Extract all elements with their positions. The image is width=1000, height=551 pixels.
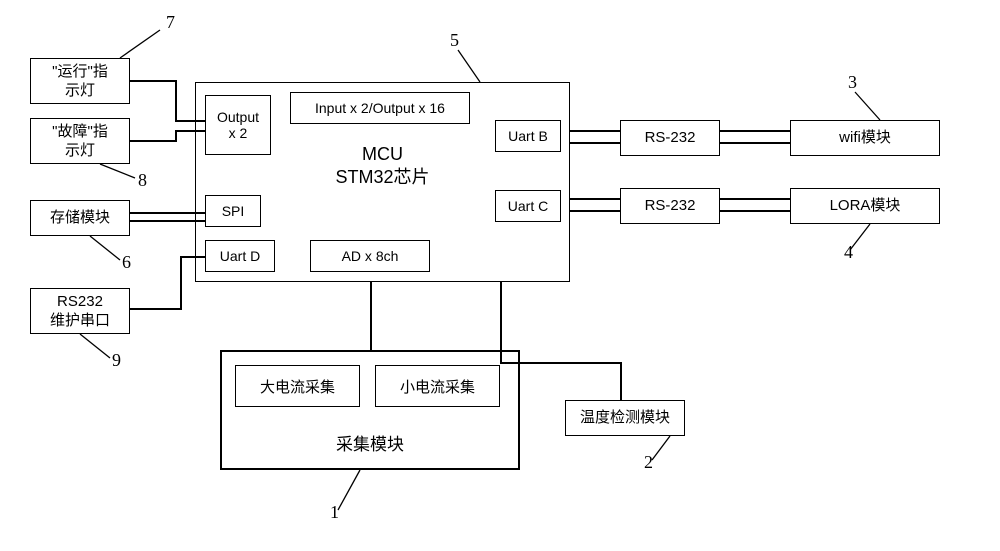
output-x2-text: Output x 2: [217, 109, 259, 141]
conn-line: [720, 130, 790, 132]
input-output-box: Input x 2/Output x 16: [290, 92, 470, 124]
label-6: 6: [122, 252, 131, 273]
conn-line: [500, 282, 502, 362]
conn-line: [570, 130, 620, 132]
storage-box: 存储模块: [30, 200, 130, 236]
rs232-b-text: RS-232: [645, 196, 696, 216]
conn-line: [180, 256, 182, 310]
conn-line: [500, 362, 620, 364]
spi-text: SPI: [222, 203, 245, 219]
conn-line: [130, 220, 205, 222]
conn-line: [570, 198, 620, 200]
conn-line: [570, 142, 620, 144]
ad-box: AD x 8ch: [310, 240, 430, 272]
mcu-title1: MCU: [362, 144, 403, 164]
conn-line: [130, 80, 175, 82]
conn-line: [130, 140, 175, 142]
rs232-port-box: RS232 维护串口: [30, 288, 130, 334]
conn-line: [175, 120, 205, 122]
rs232-a-box: RS-232: [620, 120, 720, 156]
input-output-text: Input x 2/Output x 16: [315, 100, 445, 116]
temp-box: 温度检测模块: [565, 400, 685, 436]
label-5: 5: [450, 30, 459, 51]
label-8: 8: [138, 170, 147, 191]
leader-line: [120, 58, 121, 59]
output-x2-box: Output x 2: [205, 95, 271, 155]
conn-line: [130, 308, 180, 310]
uart-b-text: Uart B: [508, 128, 548, 144]
rs232-a-text: RS-232: [645, 128, 696, 148]
uart-b-box: Uart B: [495, 120, 561, 152]
label-9: 9: [112, 350, 121, 371]
conn-line: [720, 142, 790, 144]
conn-line: [620, 362, 622, 400]
label-7: 7: [166, 12, 175, 33]
big-current-text: 大电流采集: [260, 376, 335, 397]
ad-text: AD x 8ch: [342, 248, 399, 264]
small-current-text: 小电流采集: [400, 376, 475, 397]
conn-line: [175, 130, 205, 132]
storage-text: 存储模块: [50, 208, 110, 228]
conn-line: [720, 210, 790, 212]
mcu-title: MCU STM32芯片: [236, 143, 529, 190]
conn-line: [175, 130, 177, 142]
uart-d-text: Uart D: [220, 248, 260, 264]
label-2: 2: [644, 452, 653, 473]
fault-led-text: "故障"指 示灯: [52, 122, 108, 161]
label-1: 1: [330, 502, 339, 523]
uart-c-box: Uart C: [495, 190, 561, 222]
uart-c-text: Uart C: [508, 198, 548, 214]
rs232-port-text: RS232 维护串口: [50, 292, 110, 331]
small-current-box: 小电流采集: [375, 365, 500, 407]
conn-line: [180, 256, 205, 258]
label-3: 3: [848, 72, 857, 93]
run-led-text: "运行"指 示灯: [52, 62, 108, 101]
temp-text: 温度检测模块: [580, 408, 670, 428]
conn-line: [175, 80, 177, 120]
wifi-box: wifi模块: [790, 120, 940, 156]
big-current-box: 大电流采集: [235, 365, 360, 407]
uart-d-box: Uart D: [205, 240, 275, 272]
mcu-title2: STM32芯片: [335, 167, 429, 187]
lora-text: LORA模块: [830, 196, 901, 216]
conn-line: [130, 212, 205, 214]
run-led-box: "运行"指 示灯: [30, 58, 130, 104]
wifi-text: wifi模块: [839, 128, 891, 148]
label-4: 4: [844, 242, 853, 263]
conn-line: [720, 198, 790, 200]
fault-led-box: "故障"指 示灯: [30, 118, 130, 164]
spi-box: SPI: [205, 195, 261, 227]
conn-line: [370, 282, 372, 350]
lora-box: LORA模块: [790, 188, 940, 224]
collect-text: 采集模块: [222, 434, 518, 456]
conn-line: [570, 210, 620, 212]
rs232-b-box: RS-232: [620, 188, 720, 224]
